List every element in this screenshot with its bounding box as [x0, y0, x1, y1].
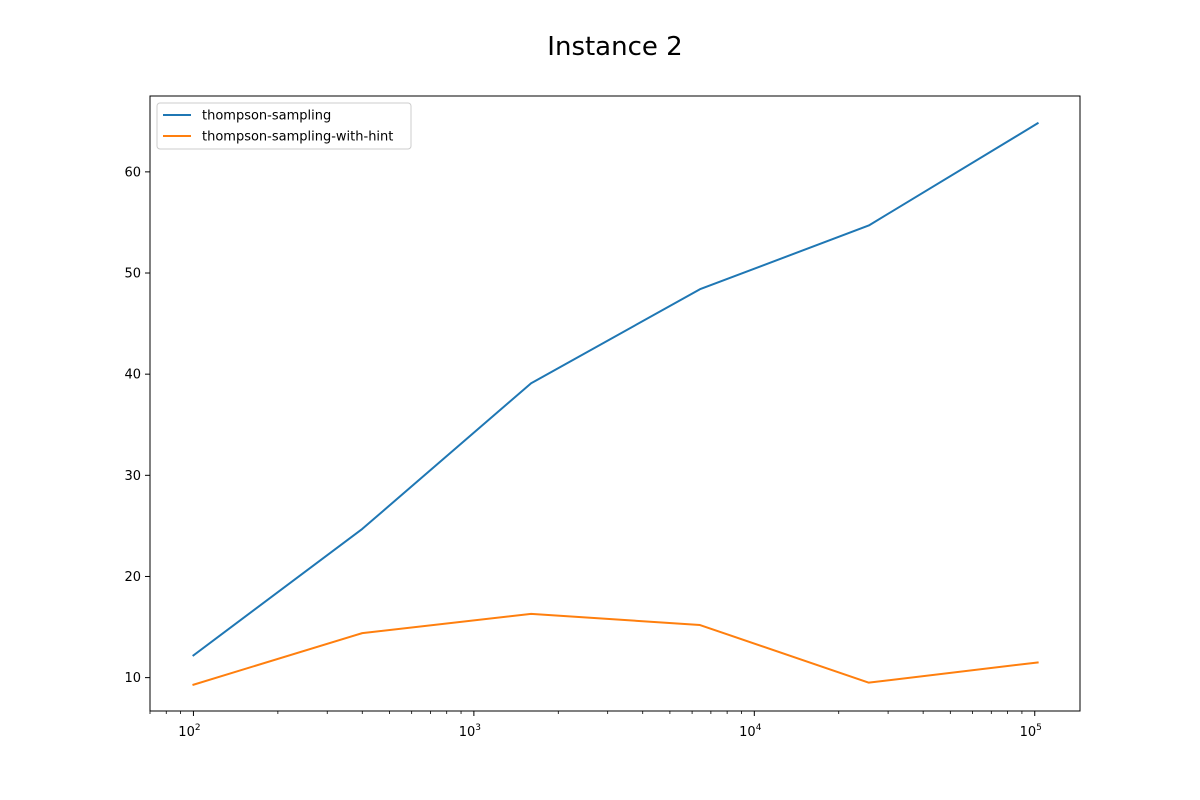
series-line-1 — [192, 612, 1039, 686]
legend-label-1: thompson-sampling-with-hint — [202, 130, 393, 145]
y-tick-label: 40 — [124, 368, 141, 383]
series-line-0 — [192, 121, 1040, 657]
x-tick-label: 103 — [459, 723, 481, 740]
y-tick-label: 20 — [124, 570, 141, 585]
legend: thompson-sampling thompson-sampling-with-… — [156, 102, 412, 150]
y-tick-label: 50 — [124, 267, 141, 282]
legend-box — [156, 102, 412, 150]
y-tick-label: 60 — [124, 165, 141, 180]
y-tick-label: 10 — [124, 671, 141, 686]
axes: 10 20 30 40 50 60 102 103 104 105 — [124, 165, 1041, 740]
legend-label-0: thompson-sampling — [202, 109, 331, 124]
chart-title: Instance 2 — [547, 32, 682, 62]
x-tick-label: 104 — [739, 723, 762, 740]
axes-frame — [149, 95, 1081, 712]
x-tick-label: 105 — [1020, 723, 1042, 740]
x-tick-label: 102 — [178, 723, 200, 740]
plot-area — [192, 121, 1040, 686]
y-tick-label: 30 — [124, 469, 141, 484]
